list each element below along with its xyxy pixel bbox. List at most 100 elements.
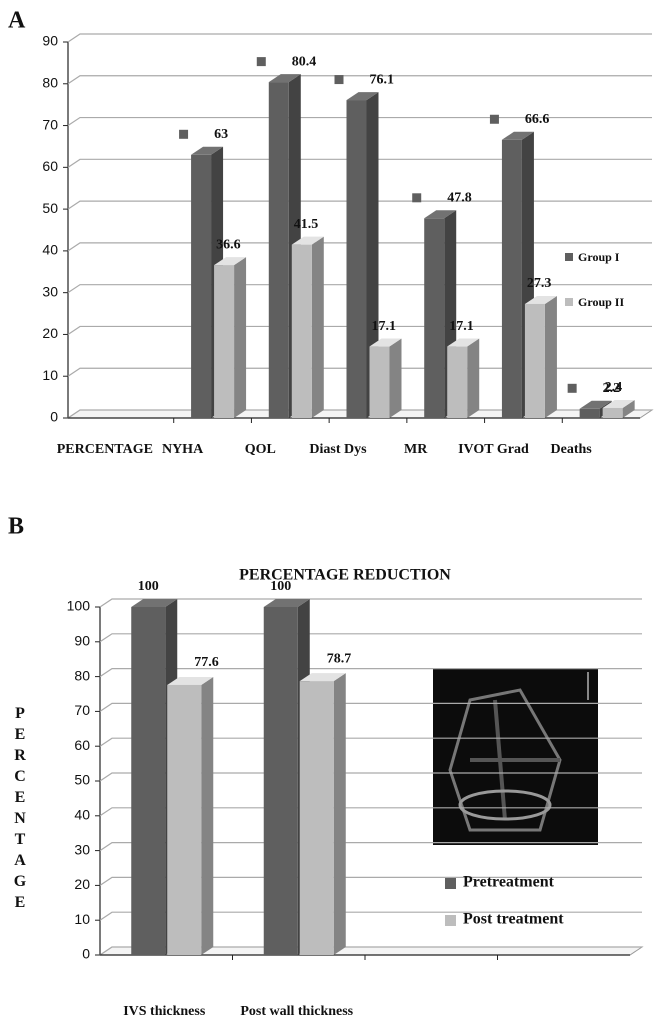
bar-top — [263, 599, 310, 607]
x-tick-label: IVOT Grad — [458, 442, 529, 457]
y-tick-label: 70 — [42, 116, 58, 132]
bar-side — [311, 236, 324, 418]
grid-line — [67, 284, 652, 294]
y-tick-label: 40 — [42, 242, 58, 258]
grid-line — [99, 946, 642, 956]
bar-side — [544, 295, 557, 418]
y-tick-label: 90 — [74, 633, 90, 649]
legend-key — [565, 253, 573, 261]
bar-top — [167, 676, 214, 685]
data-label: 36.6 — [216, 237, 241, 252]
bar-top — [214, 257, 247, 266]
y-tick-label: 20 — [74, 876, 90, 892]
data-label: 2.2 — [603, 381, 621, 396]
grid-line — [99, 911, 642, 921]
y-tick-label: 10 — [42, 367, 58, 383]
grid-line — [67, 75, 652, 85]
chart-title: PERCENTAGE REDUCTION — [239, 567, 451, 584]
bar-top — [131, 599, 178, 607]
bar-front — [291, 244, 312, 418]
bar-top — [299, 673, 346, 682]
legend-label: Group II — [578, 295, 624, 309]
data-label: 17.1 — [449, 319, 474, 334]
bar-front — [167, 684, 202, 955]
y-tick-label: 60 — [74, 737, 90, 753]
x-tick-label: QOL — [245, 442, 276, 457]
y-tick-label: 70 — [74, 702, 90, 718]
bar — [214, 257, 247, 418]
data-label: 76.1 — [370, 72, 395, 87]
bar-front — [424, 218, 445, 418]
data-label: 47.8 — [447, 191, 472, 206]
data-label: 80.4 — [292, 54, 317, 69]
grid-line — [99, 876, 642, 886]
y-tick-label: 40 — [74, 807, 90, 823]
bar-top — [602, 399, 635, 408]
bar — [602, 399, 635, 418]
bar-side — [201, 676, 214, 955]
bar-side — [234, 257, 247, 418]
bar-front — [346, 100, 367, 419]
bar-front — [214, 265, 235, 418]
bar-front — [447, 346, 468, 418]
label-key — [567, 383, 577, 393]
legend-key — [445, 915, 456, 926]
y-tick-label: 30 — [74, 841, 90, 857]
bar-front — [191, 154, 212, 419]
bar-front — [602, 407, 623, 418]
grid-line — [67, 158, 652, 168]
grid-line — [67, 242, 652, 252]
legend-key — [565, 298, 573, 306]
y-tick-label: 0 — [50, 409, 58, 425]
bar — [524, 295, 557, 418]
bar-side — [622, 399, 635, 418]
grid-line — [99, 737, 642, 747]
data-label: 66.6 — [525, 112, 550, 127]
bar-top — [346, 92, 379, 101]
y-tick-label: 90 — [42, 33, 58, 49]
y-tick-label: 0 — [82, 946, 90, 962]
y-tick-label: 100 — [67, 598, 91, 614]
label-key — [412, 193, 422, 203]
data-label: 2.4 — [605, 380, 623, 395]
legend-label: Pretreatment — [463, 874, 555, 891]
grid-line — [67, 200, 652, 210]
y-axis-label: PERCENTAGE — [12, 705, 29, 915]
bar-front — [369, 346, 390, 418]
bar — [369, 338, 402, 418]
bar — [346, 92, 379, 419]
data-label: 100 — [270, 579, 291, 594]
bar — [167, 676, 214, 955]
data-label: 41.5 — [294, 217, 319, 232]
x-tick-label: Diast Dys — [309, 442, 367, 457]
y-tick-label: 50 — [42, 200, 58, 216]
legend-key — [445, 878, 456, 889]
bar-front — [579, 408, 600, 418]
bar — [447, 338, 480, 418]
x-tick-label: NYHA — [162, 442, 204, 457]
bar-front — [501, 139, 522, 418]
grid-line — [99, 807, 642, 817]
bar-side — [366, 92, 379, 419]
x-tick-label: Deaths — [551, 442, 593, 457]
bar — [299, 673, 346, 955]
data-label: 78.7 — [327, 651, 352, 666]
bar-top — [291, 236, 324, 245]
grid-line — [99, 841, 642, 852]
y-tick-label: 20 — [42, 325, 58, 341]
bar-top — [579, 400, 612, 409]
panel-letter: B — [8, 514, 24, 540]
data-label: 63 — [214, 127, 228, 142]
y-tick-label: 80 — [74, 667, 90, 683]
x-tick-label: PERCENTAGE — [57, 442, 153, 457]
label-key — [334, 75, 344, 85]
x-tick-label: IVS thickness — [123, 1004, 206, 1019]
x-tick-label: MR — [404, 442, 428, 457]
label-key — [256, 57, 266, 67]
bar-front — [299, 681, 334, 955]
bar-top — [447, 338, 480, 347]
bar-top — [524, 295, 557, 304]
bar-top — [191, 146, 224, 155]
grid-line — [67, 33, 652, 43]
